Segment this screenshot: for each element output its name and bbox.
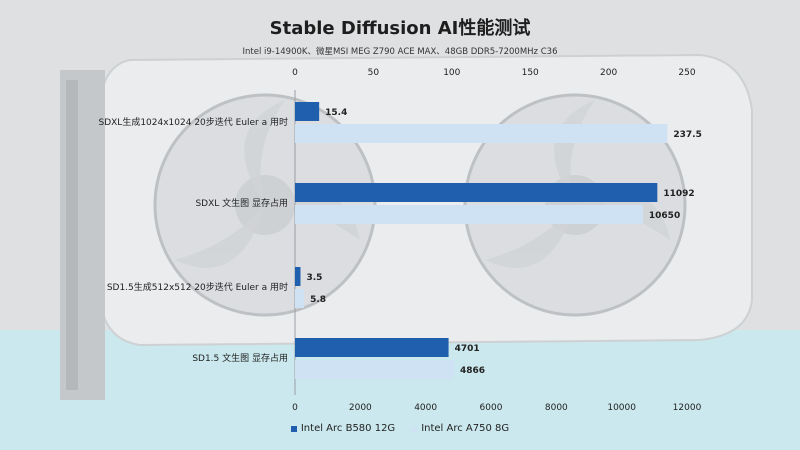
top-axis-tick-label: 0 — [292, 68, 298, 78]
bottom-axis-tick-label: 2000 — [349, 403, 372, 413]
bar — [295, 205, 643, 224]
category-label: SD1.5 文生图 显存占用 — [192, 352, 288, 364]
top-axis-tick-label: 50 — [368, 68, 380, 78]
category-label: SDXL生成1024x1024 20步迭代 Euler a 用时 — [99, 116, 289, 128]
data-label: 4866 — [460, 366, 485, 376]
top-axis-tick-label: 250 — [678, 68, 695, 78]
category-label: SD1.5生成512x512 20步迭代 Euler a 用时 — [107, 281, 288, 293]
legend-item-a750: Intel Arc A750 8G — [411, 423, 509, 434]
bar — [295, 360, 454, 379]
top-axis-tick-label: 200 — [600, 68, 617, 78]
data-label: 4701 — [455, 344, 480, 354]
top-axis-tick-label: 150 — [522, 68, 539, 78]
bar — [295, 338, 449, 357]
chart-subtitle: Intel i9-14900K、微星MSI MEG Z790 ACE MAX、4… — [242, 47, 558, 57]
data-label: 11092 — [663, 189, 694, 199]
bottom-axis-tick-label: 4000 — [414, 403, 437, 413]
data-label: 3.5 — [306, 273, 322, 283]
data-label: 237.5 — [673, 130, 701, 140]
data-label: 5.8 — [310, 295, 326, 305]
legend-label-b580: Intel Arc B580 12G — [300, 423, 396, 434]
legend-label-a750: Intel Arc A750 8G — [421, 423, 510, 434]
chart-title: Stable Diffusion AI性能测试 — [269, 18, 531, 39]
category-label: SDXL 文生图 显存占用 — [195, 197, 288, 209]
data-label: 10650 — [649, 211, 680, 221]
bottom-axis-tick-label: 6000 — [480, 403, 503, 413]
bar — [295, 267, 301, 286]
bar — [295, 124, 668, 143]
bar — [295, 183, 658, 202]
bar — [295, 289, 305, 308]
bottom-axis-tick-label: 8000 — [545, 403, 568, 413]
legend-item-b580: Intel Arc B580 12G — [290, 423, 396, 434]
bar — [295, 102, 320, 121]
data-label: 15.4 — [325, 108, 347, 118]
legend-swatch-a750 — [411, 425, 418, 432]
bottom-axis-tick-label: 12000 — [673, 403, 702, 413]
legend: Intel Arc B580 12G Intel Arc A750 8G — [0, 423, 800, 434]
legend-swatch-b580 — [290, 425, 297, 432]
top-axis-tick-label: 100 — [443, 68, 460, 78]
bottom-axis-tick-label: 0 — [292, 403, 298, 413]
bottom-axis-tick-label: 10000 — [607, 403, 636, 413]
